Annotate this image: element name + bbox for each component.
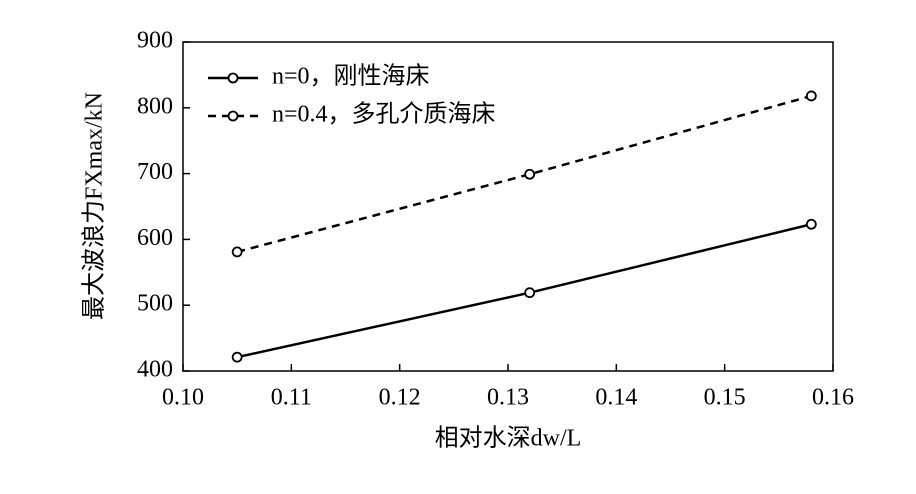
y-tick-label: 600 [137, 225, 173, 251]
data-point [524, 287, 536, 299]
data-point [231, 246, 243, 258]
y-tick-label: 400 [137, 357, 173, 383]
legend-label: n=0，刚性海床 [272, 63, 430, 90]
series-line [236, 223, 812, 359]
legend-label: n=0.4，多孔介质海床 [272, 101, 496, 128]
x-tick-label: 0.15 [704, 385, 746, 411]
data-point [231, 351, 243, 363]
x-tick-label: 0.16 [812, 385, 854, 411]
series-line [236, 94, 812, 254]
y-tick-label: 700 [137, 159, 173, 185]
data-point [805, 218, 817, 230]
x-tick-label: 0.10 [162, 385, 204, 411]
legend-marker [227, 72, 239, 84]
x-tick-label: 0.12 [379, 385, 421, 411]
plot-frame [182, 41, 834, 372]
y-axis-label: 最大波浪力FXmax/kN [81, 92, 108, 320]
legend-marker [227, 110, 239, 122]
data-point [524, 168, 536, 180]
x-tick-label: 0.14 [595, 385, 637, 411]
x-tick-label: 0.11 [271, 385, 312, 411]
x-axis-label: 相对水深dw/L [435, 425, 582, 452]
y-tick-label: 500 [137, 291, 173, 317]
x-tick-label: 0.13 [487, 385, 529, 411]
y-tick-label: 900 [137, 28, 173, 54]
data-point [805, 90, 817, 102]
y-tick-label: 800 [137, 93, 173, 119]
